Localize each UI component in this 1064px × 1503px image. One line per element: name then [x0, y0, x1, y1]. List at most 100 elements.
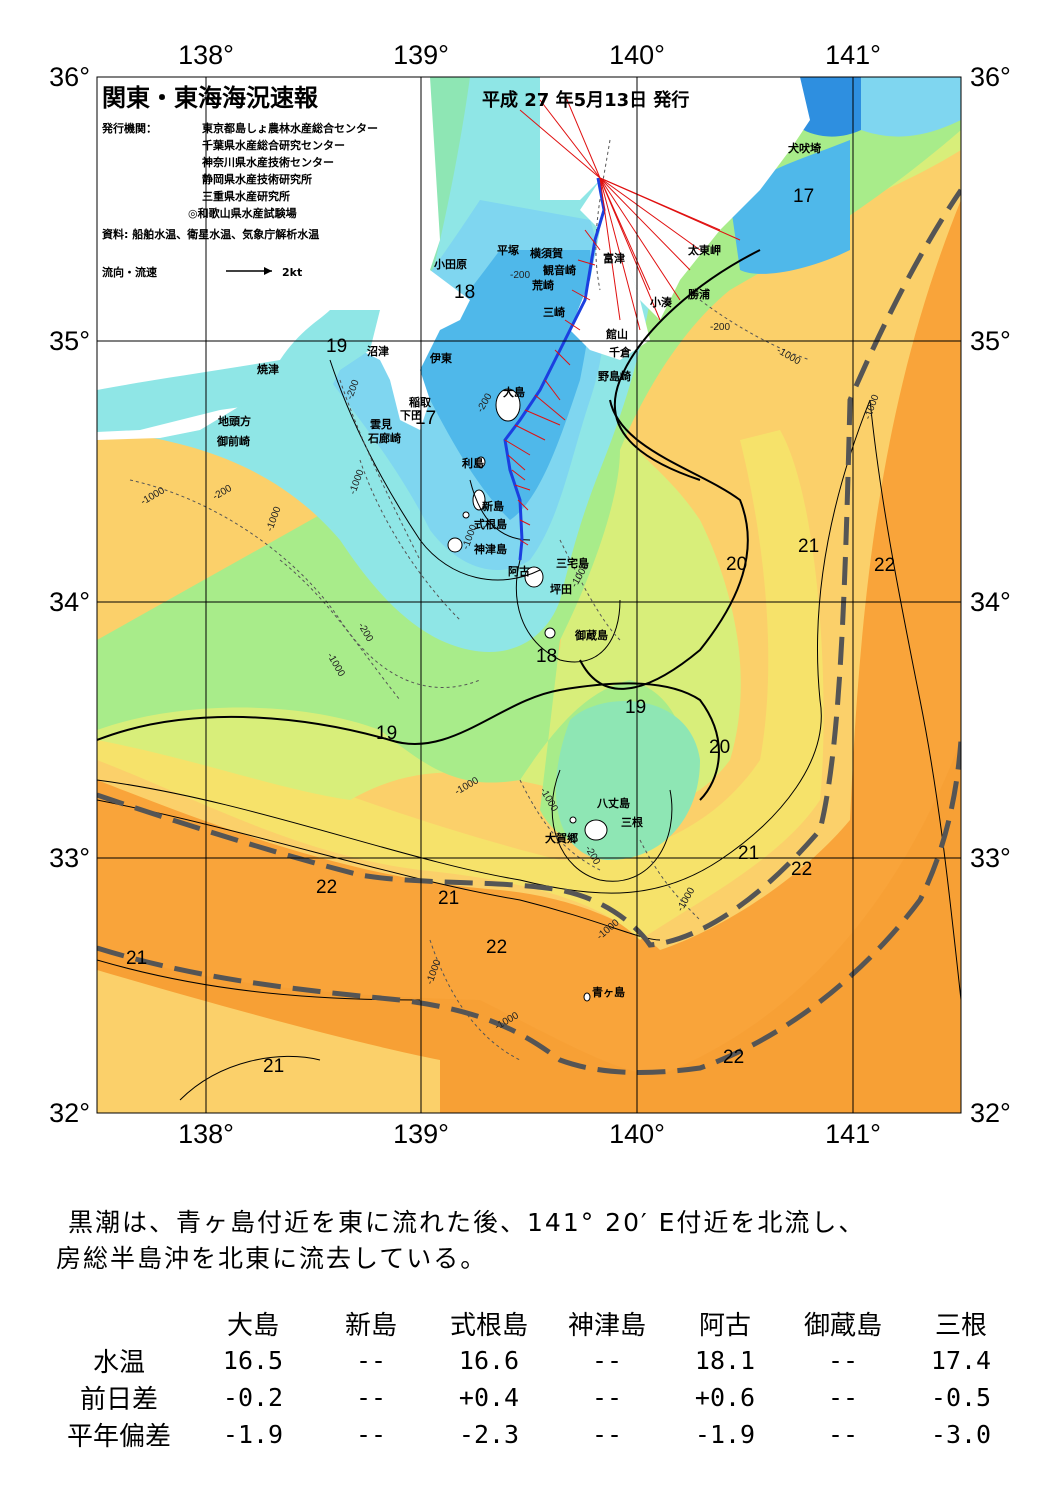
- col-header: 御蔵島: [803, 1311, 882, 1341]
- isotherm-label: 21: [126, 948, 147, 969]
- flow-scale-label: 2kt: [282, 266, 302, 279]
- isotherm-label: 19: [326, 336, 347, 357]
- place-ito: 伊東: [429, 351, 453, 365]
- table-cell: +0.4: [458, 1383, 520, 1412]
- isotherm-label: 22: [874, 555, 895, 576]
- place-ako: 阿古: [508, 564, 530, 578]
- place-omaezaki: 御前崎: [216, 434, 250, 448]
- lon-top-138: 138°: [178, 40, 234, 70]
- lon-top-139: 139°: [393, 40, 449, 70]
- summary-line-2: 房総半島沖を北東に流去している。: [56, 1244, 488, 1273]
- map-header: 関東・東海海況速報 平成 27 年5月13日 発行 発行機関： 東京都島しょ農林…: [101, 84, 689, 279]
- isotherm-label: 19: [625, 697, 646, 718]
- table-cell: --: [827, 1346, 859, 1375]
- isotherm-label: 21: [438, 888, 459, 909]
- row-header: 平年偏差: [66, 1422, 171, 1452]
- kuroshio-axis: [97, 188, 961, 1076]
- kuroshio-summary: 黒潮は、青ヶ島付近を東に流れた後、141° 20′ E付近を北流し、 房総半島沖…: [56, 1205, 1016, 1277]
- table-cell: -3.0: [930, 1420, 992, 1449]
- isotherm-label: 17: [415, 408, 436, 429]
- place-mitsune: 三根: [621, 815, 644, 829]
- isotherm-label: 21: [738, 843, 759, 864]
- place-shimoda: 下田: [400, 409, 422, 422]
- place-irozaki: 石廊崎: [367, 431, 401, 445]
- issuer-5: ◎和歌山県水産試験場: [188, 206, 297, 220]
- issuer-2: 神奈川県水産技術センター: [202, 155, 334, 169]
- depth-label: -200: [710, 322, 730, 333]
- table-cell: +0.6: [694, 1383, 756, 1412]
- lat-lon-grid: [96, 76, 962, 1114]
- isotherm-label: 20: [709, 737, 730, 758]
- place-kannonzaki: 観音崎: [543, 263, 576, 277]
- row-header: 前日差: [79, 1385, 158, 1415]
- place-arasaki: 荒崎: [531, 278, 554, 292]
- issuer-1: 千葉県水産総合研究センター: [202, 138, 345, 152]
- table-row: 水温 16.5 -- 16.6 -- 18.1 -- 17.4: [44, 1342, 1020, 1379]
- summary-line-1: 黒潮は、青ヶ島付近を東に流れた後、141° 20′ E付近を北流し、: [68, 1208, 866, 1237]
- ship-track: [503, 177, 606, 561]
- place-shikinejima: 式根島: [474, 517, 507, 531]
- table-header-row: 大島 新島 式根島 神津島 阿古 御蔵島 三根: [44, 1305, 1020, 1342]
- isotherm-label: 21: [263, 1056, 284, 1077]
- place-jitogata: 地頭方: [218, 414, 251, 428]
- table-cell: 18.1: [694, 1346, 756, 1375]
- isotherm-label: 18: [454, 282, 475, 303]
- table-cell: --: [591, 1420, 623, 1449]
- lon-top-141: 141°: [825, 40, 881, 70]
- issuer-label: 発行機関：: [101, 121, 157, 135]
- place-nojimazaki: 野島崎: [598, 369, 631, 383]
- table-cell: 16.5: [222, 1346, 284, 1375]
- issuer-3: 静岡県水産技術研究所: [202, 172, 312, 186]
- table-cell: -0.5: [930, 1383, 992, 1412]
- table-cell: 16.6: [458, 1346, 520, 1375]
- issue-date: 平成 27 年5月13日 発行: [482, 89, 689, 111]
- sea-temperature-map: 138° 139° 140° 141° 138° 139° 140° 141° …: [49, 40, 1011, 1149]
- flow-vectors: [504, 94, 741, 546]
- isotherm-label: 17: [793, 186, 814, 207]
- place-taitomisaki: 太東岬: [687, 243, 721, 257]
- place-kumomi: 雲見: [370, 418, 392, 431]
- isotherm-label: 19: [376, 723, 397, 744]
- place-tateyama: 館山: [605, 327, 628, 341]
- place-misaki: 三崎: [543, 305, 565, 319]
- place-labels: 犬吠埼 平塚 横須賀 小田原 観音崎 富津 太東岬 荒崎 勝浦 小湊 三崎 館山…: [216, 141, 821, 999]
- lat-right-33: 33°: [970, 843, 1011, 873]
- flow-legend-label: 流向・流速: [102, 265, 157, 279]
- table-cell: --: [591, 1346, 623, 1375]
- place-okago: 大賀郷: [545, 831, 578, 845]
- table-cell: --: [355, 1346, 387, 1375]
- lat-right-35: 35°: [970, 326, 1011, 356]
- map-title: 関東・東海海況速報: [102, 84, 319, 112]
- place-toshima: 利島: [462, 456, 484, 470]
- table-cell: -0.2: [222, 1383, 284, 1412]
- table-cell: --: [827, 1383, 859, 1412]
- col-header: 大島: [226, 1311, 279, 1341]
- depth-label: -200: [510, 270, 530, 281]
- row-header: 水温: [92, 1348, 145, 1378]
- table-cell: 17.4: [930, 1346, 992, 1375]
- isotherm-label: 22: [486, 937, 507, 958]
- table-cell: --: [591, 1383, 623, 1412]
- place-hachijojima: 八丈島: [596, 796, 630, 810]
- lat-right-36: 36°: [970, 62, 1011, 92]
- table-cell: --: [827, 1420, 859, 1449]
- isotherm-label: 22: [316, 877, 337, 898]
- place-yokosuka: 横須賀: [530, 246, 563, 260]
- place-odawara: 小田原: [433, 257, 467, 271]
- isotherm-label: 22: [723, 1047, 744, 1068]
- place-futtsu: 富津: [603, 251, 625, 265]
- axis-labels: 138° 139° 140° 141° 138° 139° 140° 141° …: [49, 40, 1011, 1149]
- lon-bottom-139: 139°: [393, 1119, 449, 1149]
- place-miyakejima: 三宅島: [556, 556, 589, 570]
- place-numazu: 沼津: [367, 344, 389, 358]
- place-chikura: 千倉: [609, 345, 632, 359]
- col-header: 阿古: [698, 1311, 751, 1341]
- table-cell: -2.3: [458, 1420, 520, 1449]
- isotherm-labels: 17 18 17 19 20 21 22 18 19 19 20 21 22 2…: [126, 186, 895, 1077]
- data-sources: 資料: 船舶水温、衛星水温、気象庁解析水温: [102, 227, 319, 241]
- lat-left-36: 36°: [49, 62, 90, 92]
- table-cell: -1.9: [222, 1420, 284, 1449]
- place-kozushima: 神津島: [474, 542, 507, 556]
- isotherm-label: 22: [791, 859, 812, 880]
- col-header: 式根島: [449, 1311, 528, 1341]
